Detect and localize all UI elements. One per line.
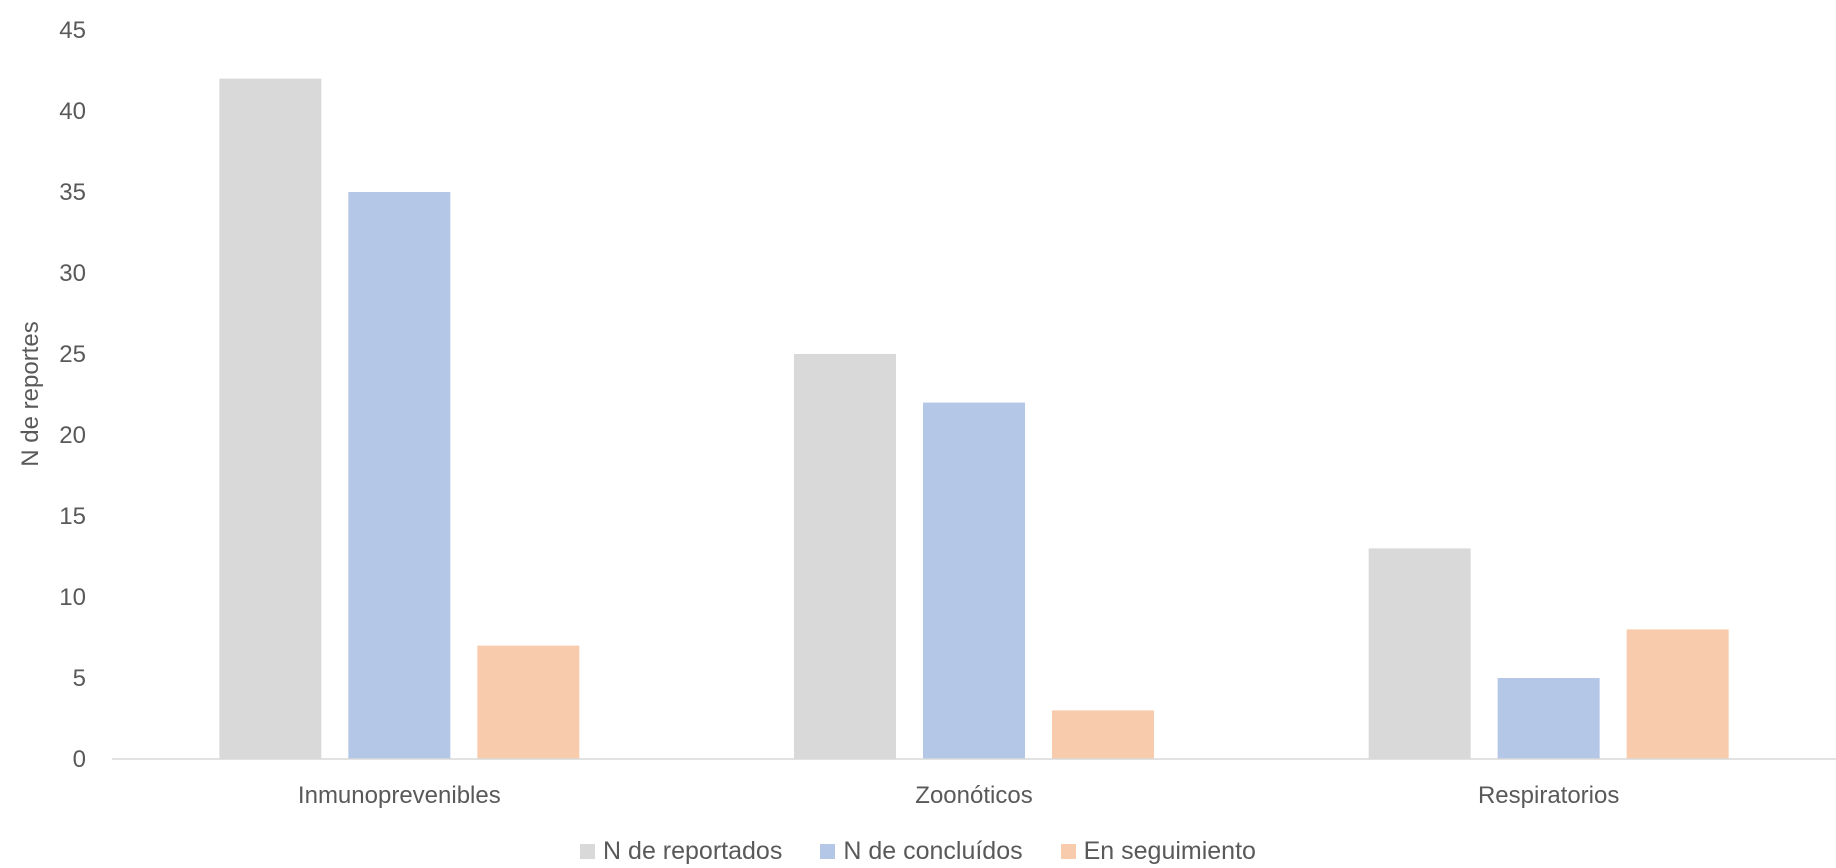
y-tick-label: 0 [73, 746, 86, 773]
bar [923, 402, 1025, 759]
x-tick-label: Inmunoprevenibles [298, 782, 501, 809]
bar [1626, 629, 1729, 759]
bar [1497, 678, 1600, 759]
legend-swatch [580, 843, 596, 859]
bar [1368, 548, 1471, 759]
legend-label: En seguimiento [1083, 836, 1256, 865]
bar [219, 78, 322, 760]
legend-label: N de concluídos [843, 836, 1023, 865]
x-tick-label: Respiratorios [1478, 782, 1619, 809]
y-tick-label: 35 [59, 179, 86, 206]
y-tick-label: 25 [59, 341, 86, 368]
legend-swatch [820, 843, 836, 859]
bar [477, 645, 580, 759]
legend-label: N de reportados [603, 836, 783, 865]
y-tick-label: 15 [59, 503, 86, 530]
legend-swatch [1060, 843, 1076, 859]
y-tick-label: 5 [73, 665, 86, 692]
y-tick-label: 20 [59, 422, 86, 449]
y-axis-title: N de reportes [17, 321, 44, 466]
bar [1052, 710, 1154, 759]
legend-item: En seguimiento [1060, 836, 1256, 866]
y-tick-label: 45 [59, 17, 86, 44]
legend: N de reportados N de concluídos En seguimi… [0, 834, 1836, 868]
bar [348, 192, 451, 759]
y-tick-label: 40 [59, 98, 86, 125]
bar-chart: 0 5 10 15 20 25 30 35 40 45 N de reportes Inmunop… [17, 17, 1836, 809]
x-axis-ticks: Inmunoprevenibles Zoonóticos Respiratorios [298, 782, 1619, 809]
y-axis-ticks: 0 5 10 15 20 25 30 35 40 45 [59, 17, 86, 773]
x-tick-label: Zoonóticos [915, 782, 1032, 809]
legend-item: N de reportados [580, 837, 782, 866]
y-tick-label: 30 [59, 260, 86, 287]
bar [794, 354, 896, 759]
bars [219, 78, 1729, 760]
legend-item: N de concluídos [820, 836, 1023, 866]
y-tick-label: 10 [59, 584, 86, 611]
